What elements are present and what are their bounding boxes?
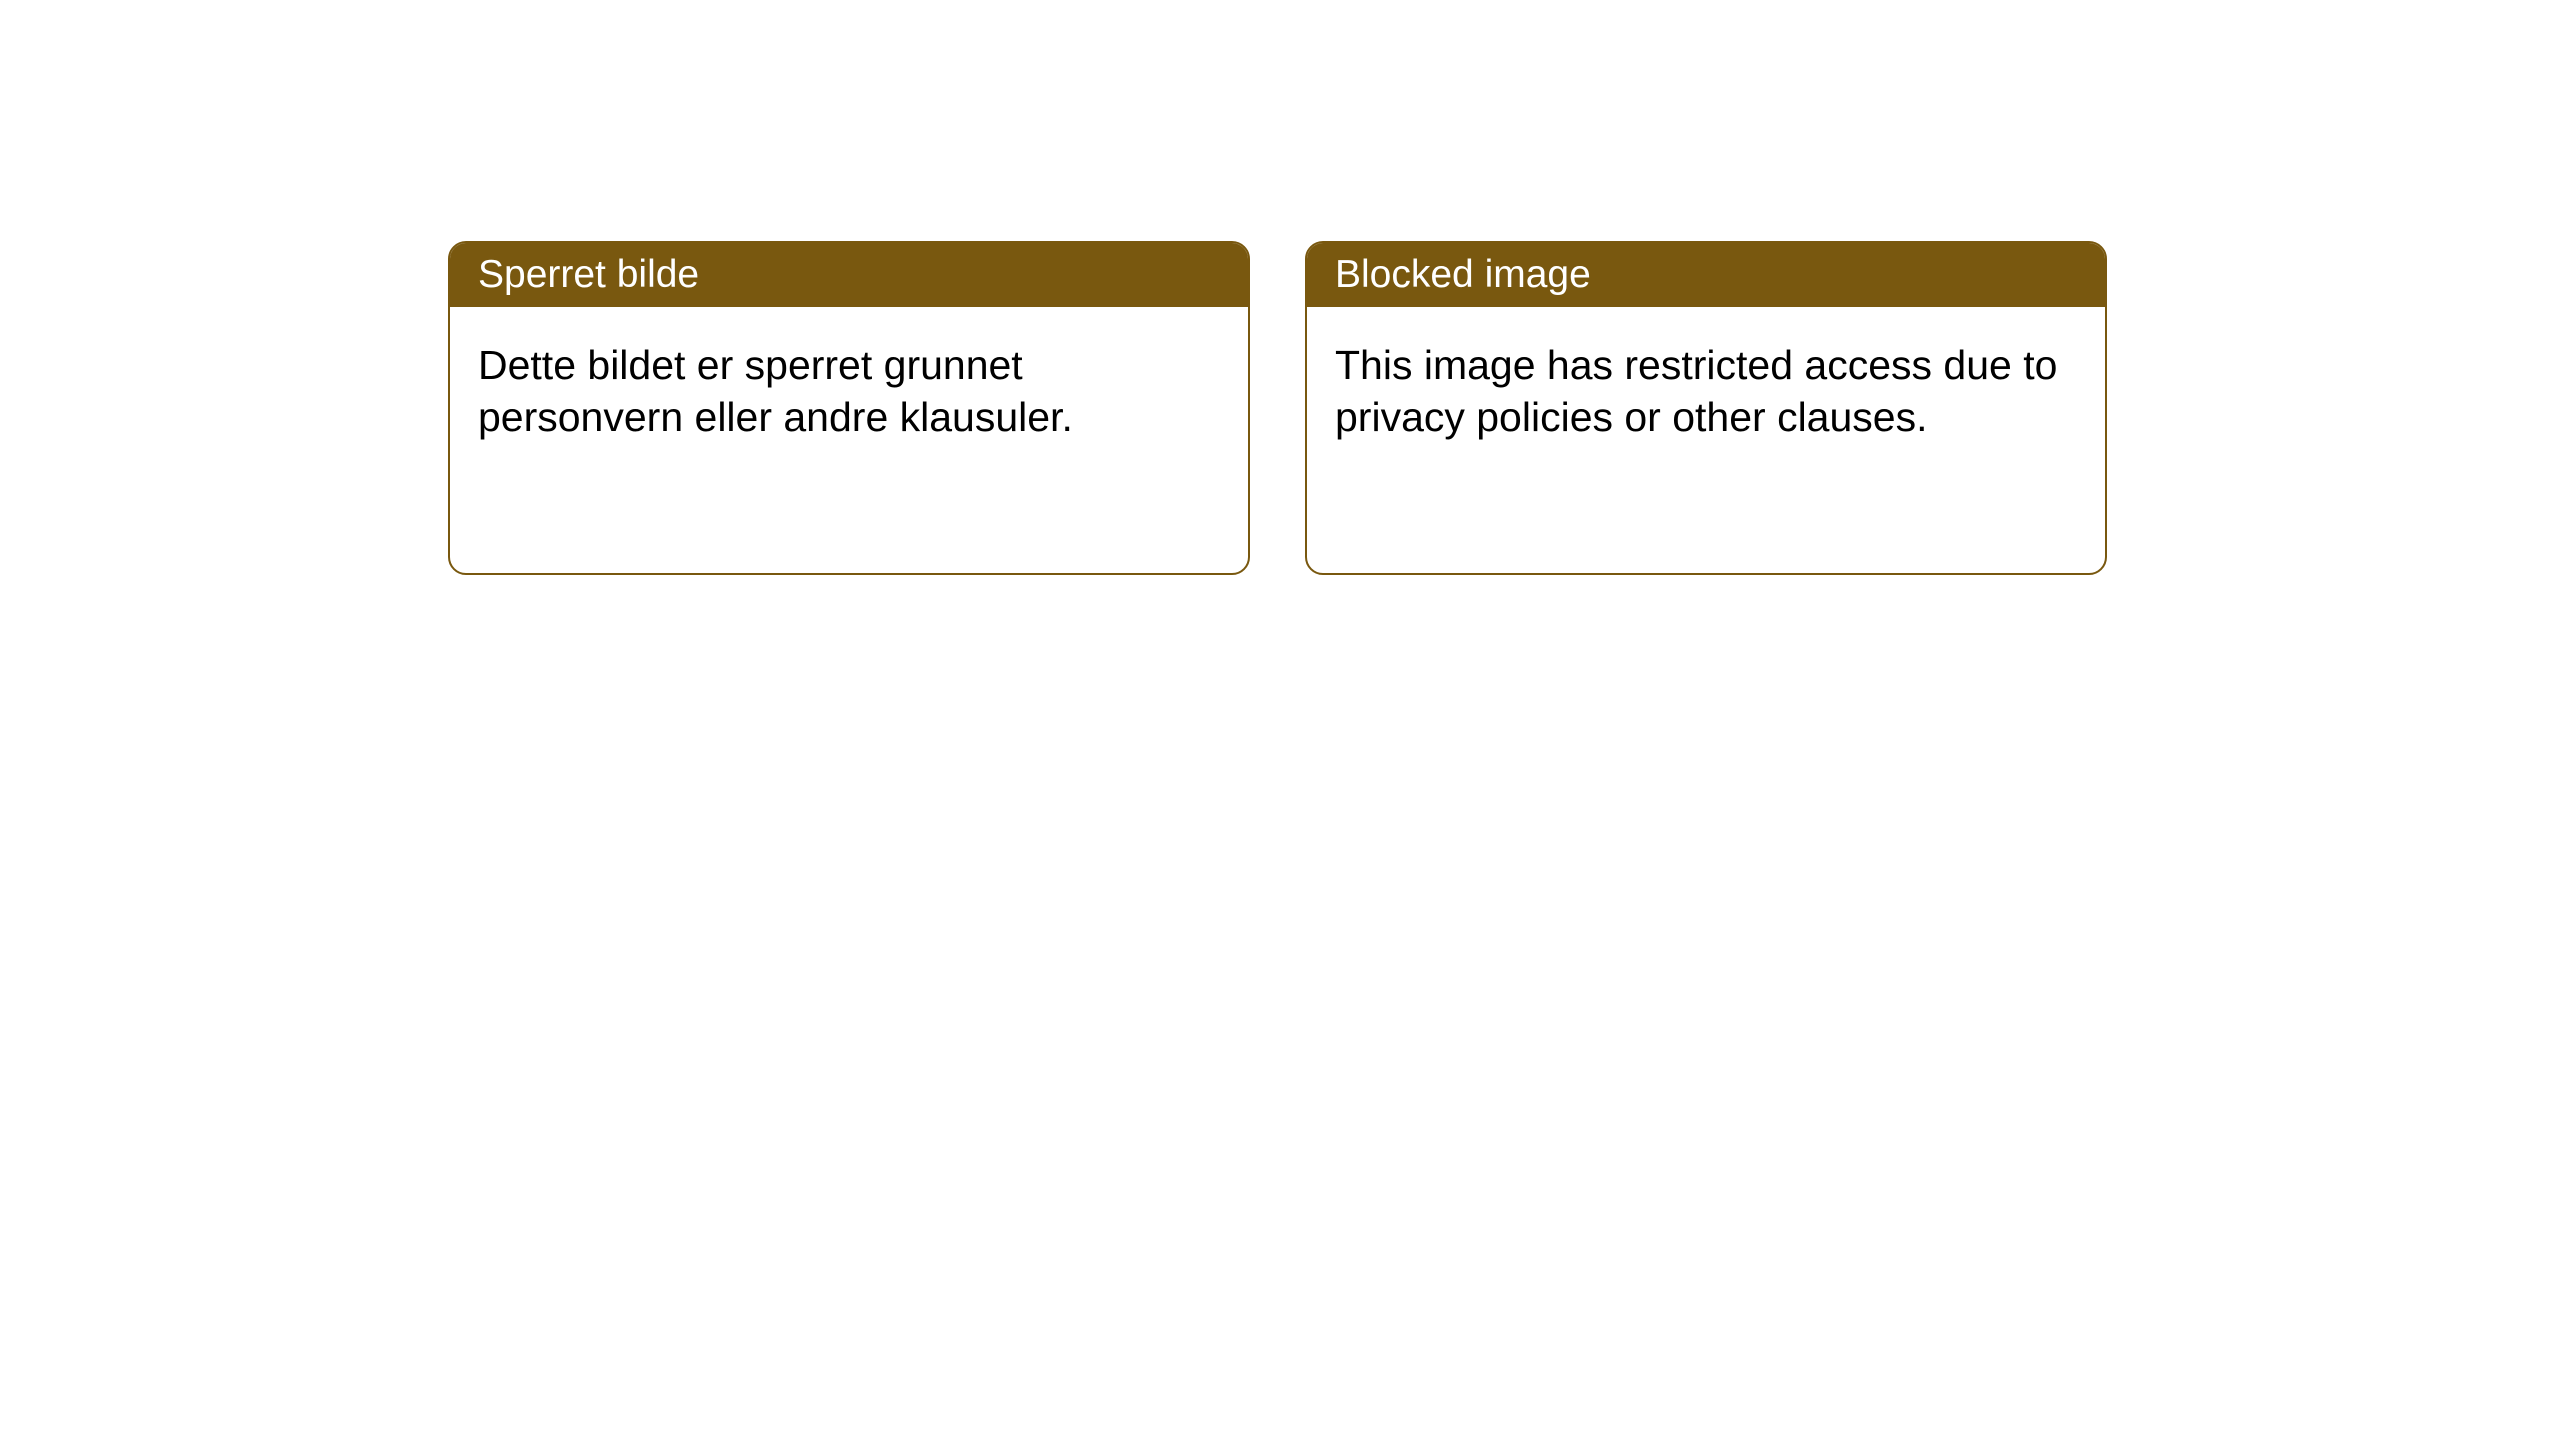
card-body-text: Dette bildet er sperret grunnet personve… — [450, 307, 1248, 475]
notice-card-english: Blocked image This image has restricted … — [1305, 241, 2107, 575]
notice-cards-container: Sperret bilde Dette bildet er sperret gr… — [0, 0, 2560, 575]
card-title: Blocked image — [1307, 243, 2105, 307]
card-title: Sperret bilde — [450, 243, 1248, 307]
notice-card-norwegian: Sperret bilde Dette bildet er sperret gr… — [448, 241, 1250, 575]
card-body-text: This image has restricted access due to … — [1307, 307, 2105, 475]
